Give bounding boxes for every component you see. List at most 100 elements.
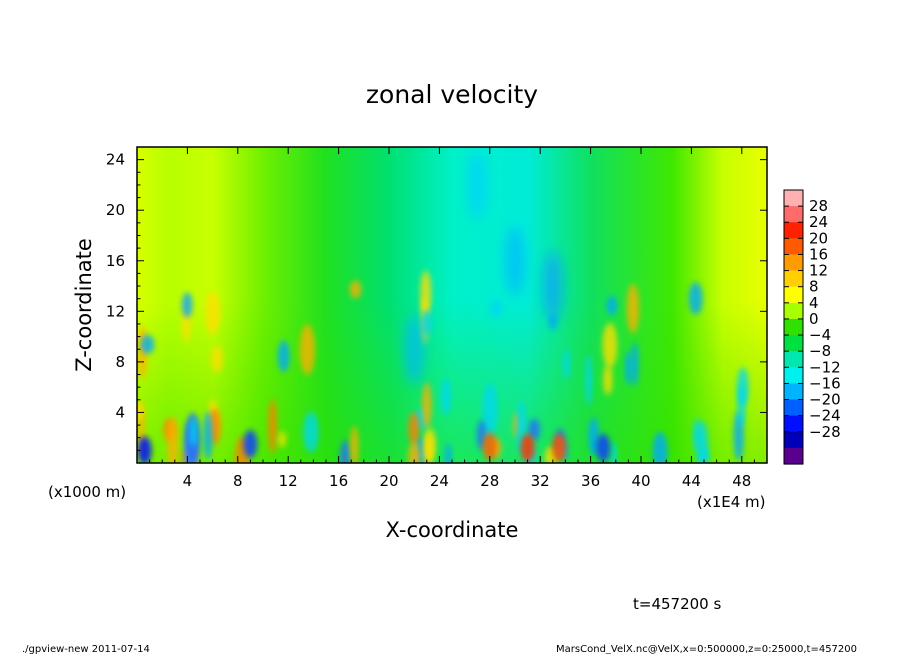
heatmap-blob	[243, 430, 258, 459]
heatmap-blob	[602, 322, 618, 368]
colorbar-segment	[784, 367, 803, 385]
heatmap-area	[137, 147, 767, 463]
colorbar-label: −20	[809, 391, 841, 409]
heatmap-blobs	[137, 149, 749, 463]
heatmap-blob	[277, 340, 290, 373]
heatmap-blob	[140, 334, 155, 355]
heatmap-blob	[339, 439, 351, 463]
heatmap-blob	[542, 251, 563, 322]
colorbar-segment	[784, 190, 803, 207]
chart-title: zonal velocity	[366, 80, 538, 109]
colorbar-label: −24	[809, 407, 841, 425]
y-tick-label: 4	[115, 403, 125, 421]
heatmap-blob	[181, 292, 193, 318]
heatmap-blob	[631, 342, 639, 387]
colorbar-label: −12	[809, 358, 841, 376]
heatmap-blob	[562, 349, 571, 379]
heatmap-blob	[203, 411, 213, 460]
y-tick-label: 12	[106, 302, 125, 320]
colorbar-segment	[784, 302, 803, 320]
y-tick-label: 20	[106, 201, 125, 219]
time-label: t=457200 s	[633, 595, 721, 613]
heatmap-blob	[404, 314, 425, 385]
colorbar-label: −8	[809, 342, 831, 360]
x-tick-label: 16	[329, 472, 348, 490]
colorbar-segment	[784, 270, 803, 288]
heatmap-blob	[420, 270, 432, 315]
colorbar-segment	[784, 238, 803, 256]
heatmap-blob	[350, 425, 359, 463]
x-tick-label: 24	[430, 472, 449, 490]
colorbar-label: 0	[809, 310, 819, 328]
heatmap-blob	[268, 399, 277, 454]
colorbar-segment	[784, 351, 803, 368]
heatmap-blob	[137, 436, 152, 463]
y-tick-label: 24	[106, 151, 125, 169]
colorbar-segment	[784, 222, 803, 239]
y-unit-note: (x1000 m)	[48, 483, 126, 501]
colorbar-label: 4	[809, 294, 819, 312]
x-tick-label: 36	[581, 472, 600, 490]
heatmap-blob	[505, 225, 525, 296]
colorbar-segment	[784, 399, 803, 417]
heatmap-blob	[596, 433, 611, 462]
heatmap-blob	[278, 431, 286, 448]
colorbar-segment	[784, 447, 803, 465]
heatmap-blob	[482, 383, 498, 439]
colorbar-label: 24	[809, 213, 828, 231]
y-axis: 4 8 12 16 20 24	[106, 151, 767, 451]
x-tick-label: 8	[233, 472, 243, 490]
heatmap-blob	[552, 433, 567, 462]
colorbar-segment	[784, 335, 803, 352]
heatmap-blob	[421, 310, 433, 336]
colorbar-label: 8	[809, 278, 819, 296]
colorbar-label: 16	[809, 245, 828, 263]
heatmap-blob	[349, 280, 362, 299]
colorbar-segment	[784, 383, 803, 401]
heatmap-blob	[408, 412, 420, 446]
heatmap-blob	[444, 443, 452, 463]
colorbar-label: −16	[809, 374, 841, 392]
heatmap-blob	[482, 432, 497, 461]
x-tick-label: 40	[631, 472, 650, 490]
x-axis: 4 8 12 16 20 24 28 32 36 40 44 48	[149, 147, 755, 490]
heatmap-blob	[303, 411, 319, 453]
heatmap-blob	[699, 447, 710, 463]
colorbar-label: 12	[809, 262, 828, 280]
heatmap-blob	[603, 364, 613, 396]
x-tick-label: 44	[682, 472, 701, 490]
colorbar-segment	[784, 431, 803, 449]
colorbar-segment	[784, 206, 803, 223]
heatmap-blob	[189, 417, 198, 447]
colorbar-label: 28	[809, 197, 828, 215]
heatmap-blob	[205, 291, 221, 335]
x-tick-label: 48	[732, 472, 751, 490]
heatmap-blob	[652, 431, 668, 463]
heatmap-blob	[423, 427, 436, 462]
colorbar-label: −4	[809, 326, 831, 344]
y-axis-label: Z-coordinate	[72, 238, 96, 372]
heatmap-blob	[606, 295, 618, 316]
x-tick-label: 32	[531, 472, 550, 490]
heatmap-blob	[440, 378, 452, 415]
heatmap-blob	[490, 299, 503, 319]
colorbar-segment	[784, 286, 803, 304]
colorbar-label: 20	[809, 229, 828, 247]
colorbar-label: −28	[809, 423, 841, 441]
heatmap-blob	[299, 324, 315, 375]
x-tick-label: 28	[480, 472, 499, 490]
footer-right: MarsCond_VelX.nc@VelX,x=0:500000,z=0:250…	[556, 644, 857, 654]
heatmap-blob	[167, 417, 179, 463]
x-tick-label: 20	[379, 472, 398, 490]
heatmap-blob	[467, 149, 488, 220]
heatmap-blob	[137, 400, 144, 421]
x-axis-label: X-coordinate	[386, 518, 519, 542]
heatmap-blob	[528, 418, 541, 441]
heatmap-blob	[211, 345, 223, 373]
heatmap-blob	[693, 418, 700, 449]
heatmap-blob	[408, 441, 421, 463]
colorbar-segment	[784, 318, 803, 336]
